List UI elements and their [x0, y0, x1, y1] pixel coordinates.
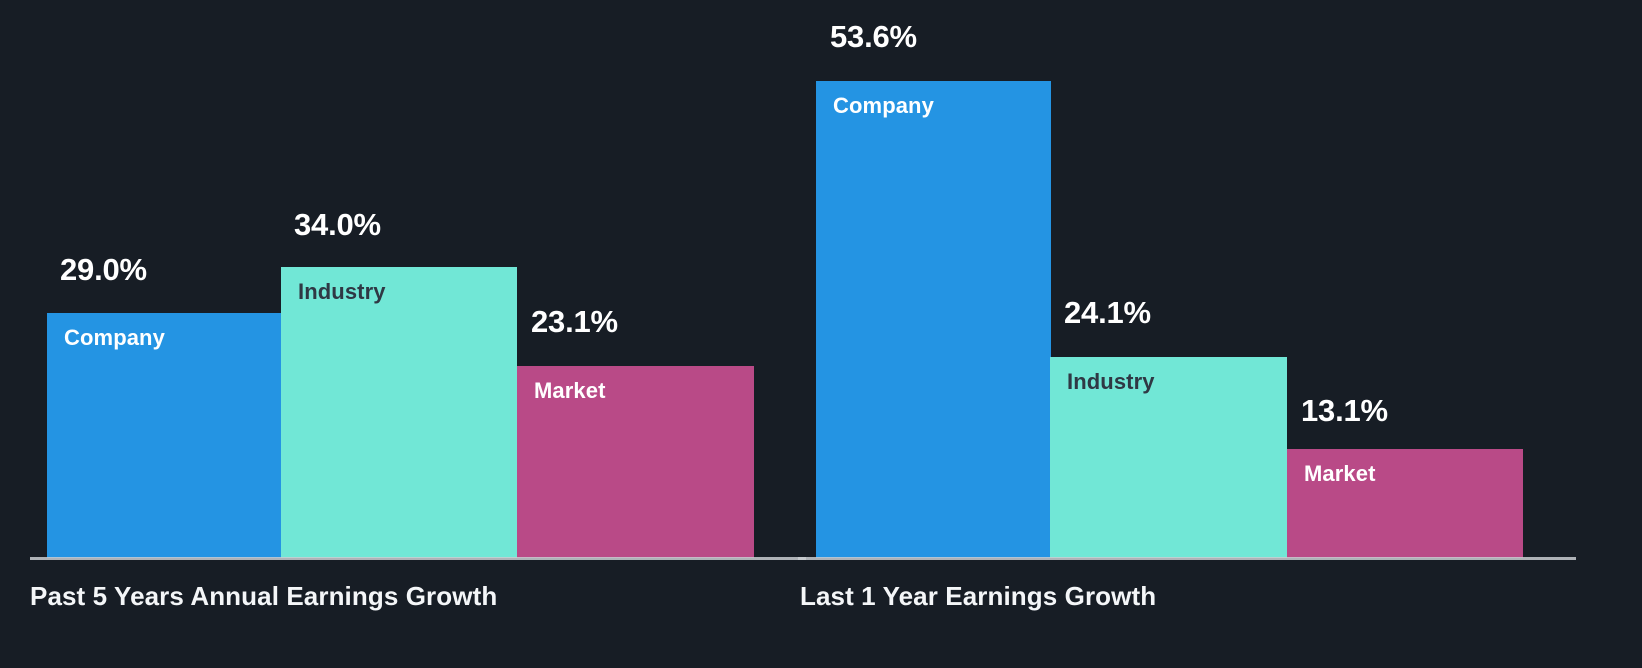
chart-title-left: Past 5 Years Annual Earnings Growth: [30, 581, 498, 611]
bar-industry-left[interactable]: Industry: [281, 267, 517, 558]
bar-market-right[interactable]: Market: [1287, 449, 1523, 558]
value-label-market-left: 23.1%: [531, 304, 618, 339]
bar-series-label-industry-left: Industry: [298, 279, 386, 304]
chart-panel-last-1-year: 53.6% Company 24.1% Industry 13.1% Marke…: [798, 0, 1642, 668]
bar-company-right[interactable]: Company: [816, 81, 1051, 558]
value-label-industry-left: 34.0%: [294, 207, 381, 242]
bar-series-label-market-left: Market: [534, 378, 606, 403]
plot-area-left: 29.0% Company 34.0% Industry 23.1% Marke…: [0, 0, 806, 583]
chart-panel-past-5-years: 29.0% Company 34.0% Industry 23.1% Marke…: [0, 0, 806, 668]
value-label-company-left: 29.0%: [60, 252, 147, 287]
bar-series-label-company-left: Company: [64, 325, 165, 350]
value-label-company-right: 53.6%: [830, 19, 917, 54]
bar-series-label-market-right: Market: [1304, 461, 1376, 486]
plot-area-right: 53.6% Company 24.1% Industry 13.1% Marke…: [798, 0, 1642, 583]
value-label-market-right: 13.1%: [1301, 393, 1388, 428]
value-label-industry-right: 24.1%: [1064, 295, 1151, 330]
bar-series-label-industry-right: Industry: [1067, 369, 1155, 394]
bar-company-left[interactable]: Company: [47, 313, 282, 558]
bar-industry-right[interactable]: Industry: [1050, 357, 1287, 558]
bar-market-left[interactable]: Market: [517, 366, 754, 558]
x-axis-line-right: [798, 557, 1576, 560]
bar-series-label-company-right: Company: [833, 93, 934, 118]
x-axis-line-left: [30, 557, 806, 560]
chart-title-right: Last 1 Year Earnings Growth: [800, 581, 1157, 611]
